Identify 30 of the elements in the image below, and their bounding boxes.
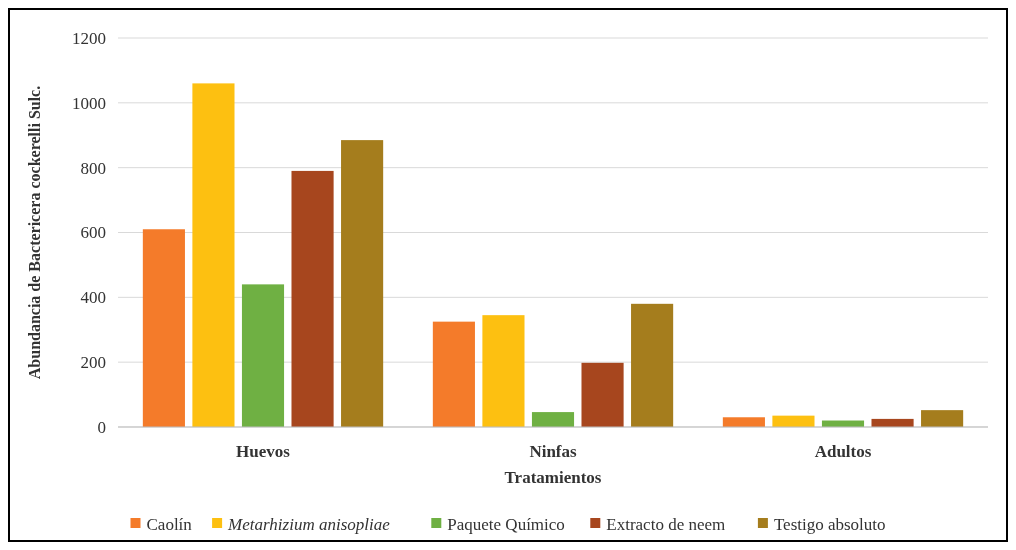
bar [722, 417, 765, 427]
legend-label: Caolín [146, 514, 193, 534]
x-tick-label: Huevos [236, 442, 291, 461]
x-tick-label: Ninfas [529, 442, 577, 461]
y-tick-label: 600 [80, 223, 106, 243]
bar [531, 412, 575, 427]
bar [192, 83, 235, 427]
x-tick-label: Adultos [814, 442, 872, 461]
y-tick-label: 0 [97, 417, 106, 437]
bar [291, 170, 334, 427]
y-tick-label: 800 [80, 158, 106, 178]
y-axis-title: Abundancia de Bactericera cockerelli Sulc. [26, 85, 43, 380]
x-axis-title: Tratamientos [504, 468, 602, 487]
legend-label: Extracto de neem [606, 514, 726, 534]
legend-label: Metarhizium anisopliae [227, 514, 391, 534]
bar [142, 229, 185, 427]
legend-label: Testigo absoluto [773, 514, 886, 534]
y-tick-label: 400 [80, 288, 106, 308]
y-tick-label: 1000 [72, 93, 106, 113]
legend-label: Paquete Químico [447, 514, 565, 534]
y-tick-label: 1200 [72, 28, 106, 48]
bar [772, 415, 815, 427]
bar [631, 303, 674, 427]
bar [581, 362, 624, 427]
bar [341, 140, 384, 427]
bar [921, 410, 964, 427]
bar [482, 315, 525, 427]
y-tick-label: 200 [80, 353, 106, 373]
bar [241, 284, 285, 427]
bar [432, 321, 475, 427]
